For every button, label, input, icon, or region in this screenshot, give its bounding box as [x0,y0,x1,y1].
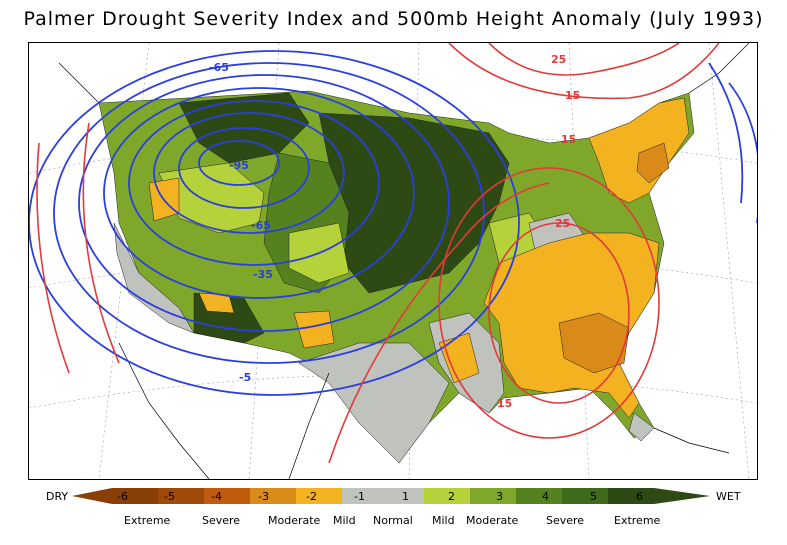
mild-dry-newmexico [293,310,335,349]
colorbar-category: Moderate [466,514,519,527]
colorbar-tick: 5 [590,490,597,503]
contour-label-pos-5: 15 [497,397,512,410]
colorbar-tick: 1 [402,490,409,503]
colorbar-cell-moderate-wet [470,488,516,504]
colorbar-tick: -5 [164,490,175,503]
colorbar-cell-moderate-dry [250,488,296,504]
colorbar-ticks: -6 -5 -4 -3 -2 -1 1 2 3 4 5 6 [117,490,643,503]
colorbar-tick: 3 [496,490,503,503]
colorbar-category: Mild [333,514,356,527]
colorbar-categories: Extreme Severe Moderate Mild Normal Mild… [124,514,661,527]
colorbar-category: Extreme [124,514,171,527]
contour-label-pos-4: 25 [555,217,570,230]
colorbar-cell-severe-wet-2 [562,488,608,504]
normal-florida-tip [628,412,655,442]
colorbar-category: Normal [373,514,413,527]
colorbar-left-arrow [72,488,112,504]
negative-anomaly-contours [29,50,757,396]
colorbar-tick: 2 [448,490,455,503]
contour-label-neg-4: -35 [253,268,273,281]
contour-label-neg-3: -65 [251,219,271,232]
colorbar-tick: -1 [354,490,365,503]
moderate-dry-carolinas [558,312,630,374]
colorbar-cell-extreme-dry [112,488,158,504]
colorbar-dry-label: DRY [46,490,68,503]
contour-label-pos-1: 25 [551,53,566,66]
borders [58,43,750,479]
colorbar-tick: -3 [258,490,269,503]
colorbar-tick: -2 [306,490,317,503]
map-canvas: -65 -95 -65 -35 -5 25 15 15 25 15 [29,43,757,479]
colorbar-cell-mild-dry [296,488,342,504]
pdsi-colorbar: DRY WET -6 -5 -4 -3 -2 -1 1 2 3 4 5 6 Ex… [46,488,741,527]
positive-anomaly-contours [36,43,720,464]
colorbar-tick: -4 [211,490,222,503]
contour-label-neg-2: -95 [229,159,249,172]
colorbar-category: Severe [202,514,240,527]
colorbar-cell-severe-dry-1 [158,488,204,504]
mild-dry-northeast [588,97,690,204]
colorbar-wet-label: WET [716,490,741,503]
moderate-dry-newengland [636,142,670,184]
colorbar-cell-normal [342,488,424,504]
map-panel: -65 -95 -65 -35 -5 25 15 15 25 15 [28,42,758,480]
colorbar-category: Mild [432,514,455,527]
mild-wet-northern-rockies [158,162,265,234]
contour-labels: -65 -95 -65 -35 -5 25 15 15 25 15 [209,53,580,410]
colorbar-category: Moderate [268,514,321,527]
colorbar-tick: -6 [117,490,128,503]
normal-west-coast [113,222,195,334]
colorbar-cell-mild-wet [424,488,470,504]
contour-label-neg-5: -5 [239,371,251,384]
colorbar-right-arrow [654,488,710,504]
colorbar-category: Extreme [614,514,661,527]
contour-label-neg-1: -65 [209,61,229,74]
contour-label-pos-2: 15 [565,89,580,102]
colorbar-tick: 6 [636,490,643,503]
contour-label-pos-3: 15 [561,133,576,146]
colorbar-cell-extreme-wet [608,488,654,504]
map-title: Palmer Drought Severity Index and 500mb … [23,8,764,30]
colorbar-tick: 4 [542,490,549,503]
colorbar-category: Severe [546,514,584,527]
colorbar-cell-severe-wet-1 [516,488,562,504]
colorbar-cell-severe-dry-2 [204,488,250,504]
